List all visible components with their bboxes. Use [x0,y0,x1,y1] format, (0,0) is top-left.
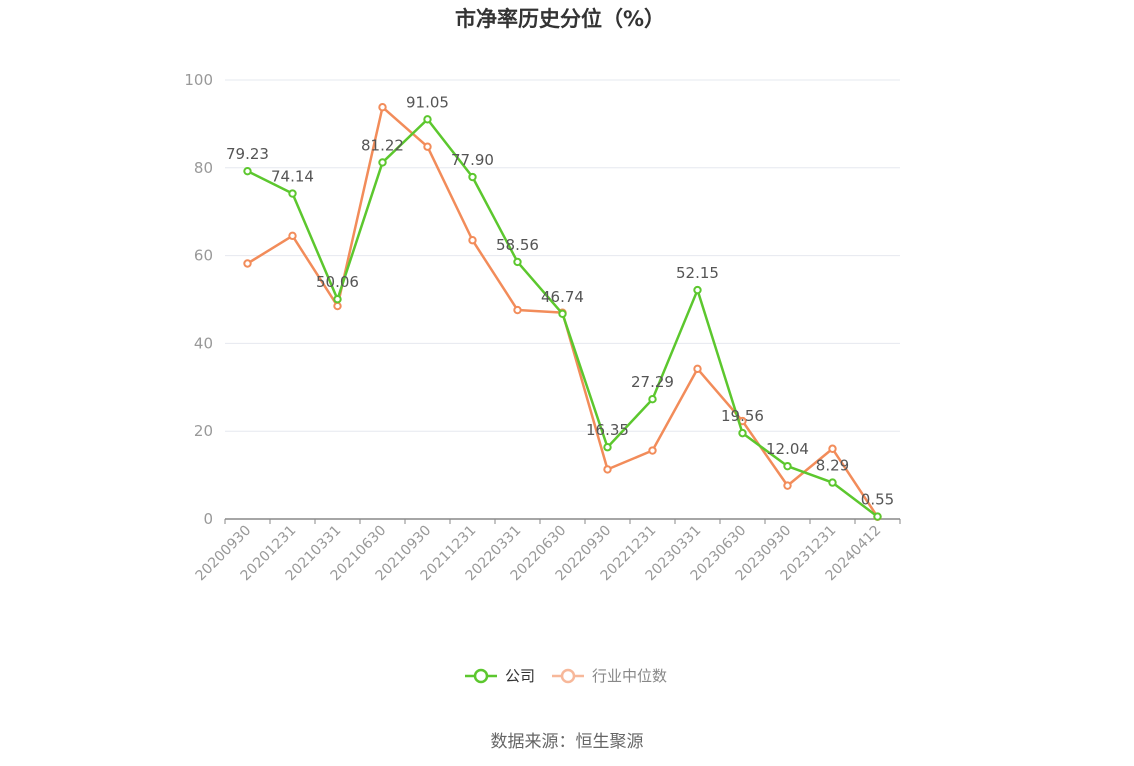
series-point-1[interactable] [828,444,837,453]
y-axis: 0 20 40 60 80 100 [184,71,213,528]
data-label: 52.15 [676,264,719,282]
series-point-0[interactable] [648,394,657,404]
legend-swatch-marker[interactable] [560,668,576,684]
legend[interactable]: 公司 行业中位数 [465,667,667,685]
data-label: 46.74 [541,288,584,306]
series-point-1[interactable] [378,103,387,112]
data-label: 74.14 [271,168,314,186]
series-point-1[interactable] [648,446,657,455]
data-label: 77.90 [451,151,494,169]
series-point-0[interactable] [693,285,702,295]
y-tick-label: 100 [184,71,213,89]
series-point-0[interactable] [288,189,297,198]
data-label: 58.56 [496,236,539,254]
series-point-0[interactable] [513,257,522,267]
grid [225,79,900,432]
data-label: 8.29 [816,457,849,475]
series-point-1[interactable] [513,305,522,315]
series-point-1[interactable] [423,142,432,151]
series-point-1[interactable] [333,301,342,311]
series-point-0[interactable] [558,309,567,319]
data-label: 0.55 [861,491,894,509]
series-point-1[interactable] [783,481,792,490]
data-label: 16.35 [586,421,629,439]
data-label: 79.23 [226,145,269,163]
legend-swatch-marker[interactable] [473,668,489,684]
series-point-0[interactable] [603,443,612,452]
chart-title: 市净率历史分位（%） [455,7,665,31]
series-point-0[interactable] [378,158,387,167]
data-label: 27.29 [631,373,674,391]
y-tick-label: 0 [203,510,213,528]
series-point-0[interactable] [423,115,432,124]
data-label: 12.04 [766,440,809,458]
data-label: 50.06 [316,273,359,291]
series-point-0[interactable] [873,512,882,521]
y-tick-label: 20 [194,422,213,440]
series-point-1[interactable] [468,236,477,245]
source-note: 数据来源：恒生聚源 [491,732,644,752]
legend-label[interactable]: 行业中位数 [592,667,667,685]
data-label: 19.56 [721,407,764,425]
x-axis: 2020093020201231202103312021063020210930… [193,518,901,584]
y-tick-label: 60 [194,247,213,265]
y-tick-label: 40 [194,334,213,352]
series-point-1[interactable] [243,259,252,268]
series-point-0[interactable] [738,428,747,438]
legend-label[interactable]: 公司 [505,667,535,685]
data-label: 81.22 [361,136,404,154]
series-point-0[interactable] [828,478,837,487]
data-label: 91.05 [406,93,449,111]
series-point-1[interactable] [603,465,612,474]
y-tick-label: 80 [194,159,213,177]
series-point-0[interactable] [333,295,342,304]
series-point-0[interactable] [468,172,477,182]
series-layer [243,103,882,522]
series-point-1[interactable] [288,231,297,241]
series-point-0[interactable] [783,461,792,471]
series-point-1[interactable] [693,364,702,374]
series-point-0[interactable] [243,166,252,176]
